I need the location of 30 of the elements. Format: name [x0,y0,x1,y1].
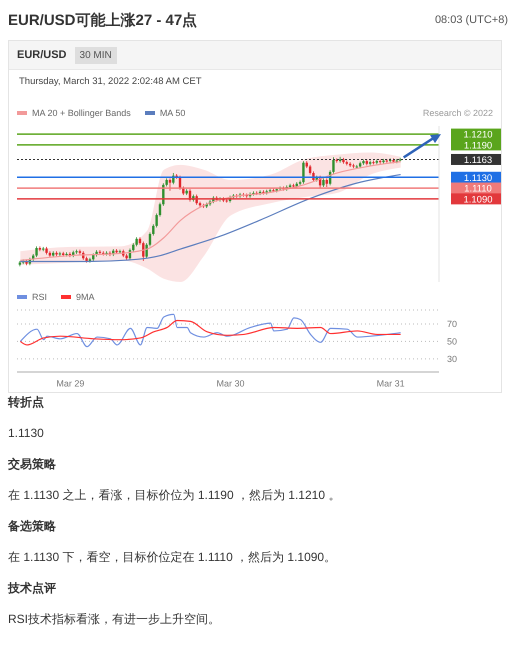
text: 1.1130 [8,426,45,441]
y-tick-label: 1.1210 [463,130,493,141]
text: RSI技术指标看涨，有进一步上升空间。 [8,612,222,627]
text: 备选策略 [8,519,57,534]
legend-label: MA 20 + Bollinger Bands [32,108,131,118]
text: 技术点评 [8,581,57,596]
y-tick-label: 1.1110 [464,184,492,195]
x-tick-label: Mar 30 [216,378,245,388]
text: 在 1.1130 之上，看涨，目标价位为 1.1190 ，然后为 1.1210 。 [8,488,342,503]
y-tick-label: 30 [447,354,458,364]
x-tick-label: Mar 29 [56,378,84,388]
text: 在 1.1130 下，看空，目标价位定在 1.1110 ，然后为 1.1090。 [8,550,338,565]
text: EUR/USD [17,49,67,61]
y-tick-label: 50 [447,336,458,347]
text: 30 MIN [74,46,117,64]
text: 转折点 [8,395,45,410]
y-tick-label: 1.1190 [464,140,492,152]
text: 交易策略 [8,457,57,472]
text: Research © 2022 [422,108,493,118]
x-tick-label: Mar 31 [376,378,405,388]
y-tick-label: 1.1090 [463,194,493,206]
legend-label: RSI [32,292,48,302]
text: 08:03 (UTC+8) [434,14,508,26]
y-tick-label: 1.1163 [464,154,492,166]
chart-title: EUR/USD可能上涨27 - 47点 [8,10,198,30]
y-tick-label: 70 [447,319,458,330]
text: Thursday, March 31, 2022 2:02:48 AM CET [18,75,203,89]
legend-label: 9MA [76,292,95,302]
legend-label: MA 50 [160,108,186,118]
y-tick-label: 1.1130 [464,172,492,184]
